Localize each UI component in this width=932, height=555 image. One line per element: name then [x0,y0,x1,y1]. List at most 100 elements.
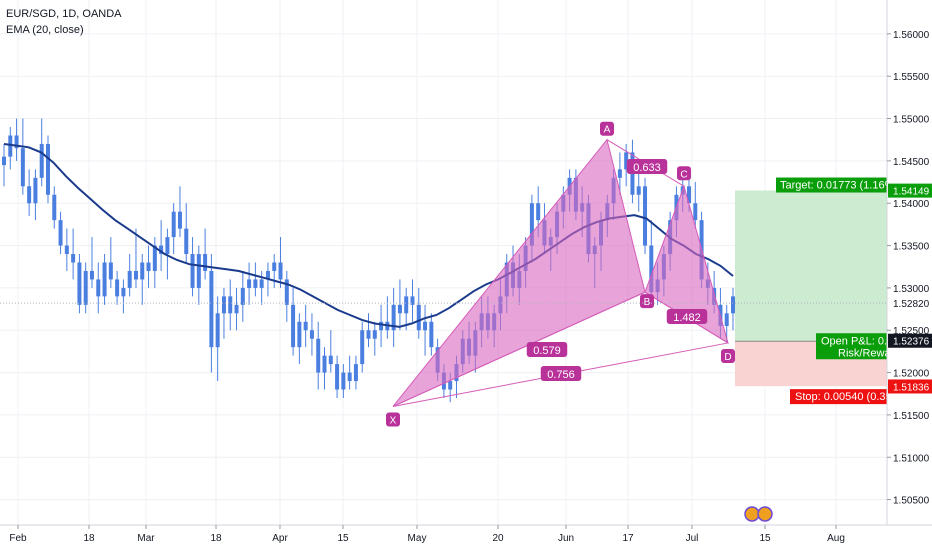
candle-body [372,330,377,339]
target-label: Target: 0.01773 (1.16% [780,180,895,192]
y-tick-label: 1.53000 [893,284,930,295]
candle-body [27,186,32,204]
x-tick-label: Feb [9,533,27,544]
y-tick-label: 1.51500 [893,411,930,422]
x-tick-label: 15 [337,533,349,544]
pnl-label: Open P&L: 0.0 [821,335,893,347]
candle-body [404,296,409,314]
candle-body [96,279,101,297]
candle-body [297,321,302,348]
y-tick-label: 1.52000 [893,369,930,380]
pattern-point-badge [640,294,654,309]
x-tick-label: Jun [558,533,574,544]
pattern-point-badge [721,348,735,363]
candle-body [89,270,94,280]
candle-body [265,270,270,280]
candle-body [33,177,38,204]
x-tick-label: Mar [137,533,155,544]
candle-body [379,321,384,331]
candle-body [133,270,138,280]
price-badge-bg [888,296,932,311]
pattern-point-badge [677,166,691,181]
candle-body [347,372,352,382]
ratio-ac: 0.633 [633,162,661,174]
candle-body [240,287,245,305]
candle-body [184,228,189,255]
y-tick-label: 1.53500 [893,242,930,253]
candle-body [209,270,214,348]
candle-body [228,296,233,314]
ratio-badge [526,342,568,357]
candle-body [316,338,321,373]
pnl-label-bg [816,333,887,360]
candle-body [140,262,145,280]
y-tick-label: 1.56000 [893,30,930,41]
candle-body [71,254,76,263]
candle-body [391,304,396,331]
ratio-badge [666,309,708,324]
candle-body [309,330,314,339]
candle-body [108,262,113,280]
candle-body [328,355,333,365]
symbol-title: EUR/SGD, 1D, OANDA [6,8,122,20]
candle-body [429,321,434,348]
price-badge-plain: 1.52820 [893,299,930,310]
price-axis[interactable] [887,0,932,550]
candle-body [8,135,13,157]
x-tick-label: Jul [686,533,699,544]
price-badge-target: 1.54149 [893,187,930,198]
pattern-point-D: D [724,352,731,363]
candle-body [165,237,170,255]
pattern-point-X: X [390,415,397,426]
target-label-bg [776,177,887,193]
candle-body [636,186,641,195]
candle-body [416,304,421,331]
y-tick-label: 1.51000 [893,453,930,464]
indicator-label: EMA (20, close) [6,24,84,36]
candle-body [58,220,63,246]
pattern-line-xb [392,291,646,407]
x-tick-label: 20 [492,533,504,544]
candle-body [177,211,182,229]
candle-body [171,211,176,238]
x-tick-label: 15 [759,533,771,544]
candle-body [121,287,126,297]
event-marker-icon[interactable] [744,506,760,522]
pattern-triangle-xab [392,138,646,407]
x-tick-label: 18 [210,533,222,544]
y-tick-label: 1.55500 [893,72,930,83]
candle-body [20,148,25,187]
price-badge-bg [888,333,932,348]
candle-body [52,194,57,221]
candle-body [410,296,415,305]
price-badge-bg [888,379,932,394]
candle-body [159,245,164,255]
candle-body [272,262,277,271]
candle-body [102,262,107,297]
candle-body [234,304,239,314]
pattern-point-A: A [604,125,611,136]
pattern-point-C: C [680,169,687,180]
y-tick-label: 1.54000 [893,199,930,210]
y-tick-label: 1.52500 [893,326,930,337]
chart-legend: EUR/SGD, 1D, OANDA EMA (20, close) [6,6,122,38]
candle-body [45,143,50,195]
ratio-xb: 0.579 [533,345,561,357]
stop-label-bg [790,389,887,405]
ratio-badge [626,159,668,174]
candle-body [353,364,358,382]
candle-body [693,203,698,221]
y-tick-label: 1.55000 [893,115,930,126]
pattern-point-badge [600,121,614,136]
pattern-point-B: B [644,297,651,308]
ratio-badge [540,366,582,381]
time-axis[interactable] [0,525,932,550]
event-marker-icon[interactable] [757,506,773,522]
candle-body [83,270,88,305]
candle-body [253,279,258,288]
candle-body [360,330,365,365]
candle-body [284,279,289,305]
candle-body [687,186,692,204]
